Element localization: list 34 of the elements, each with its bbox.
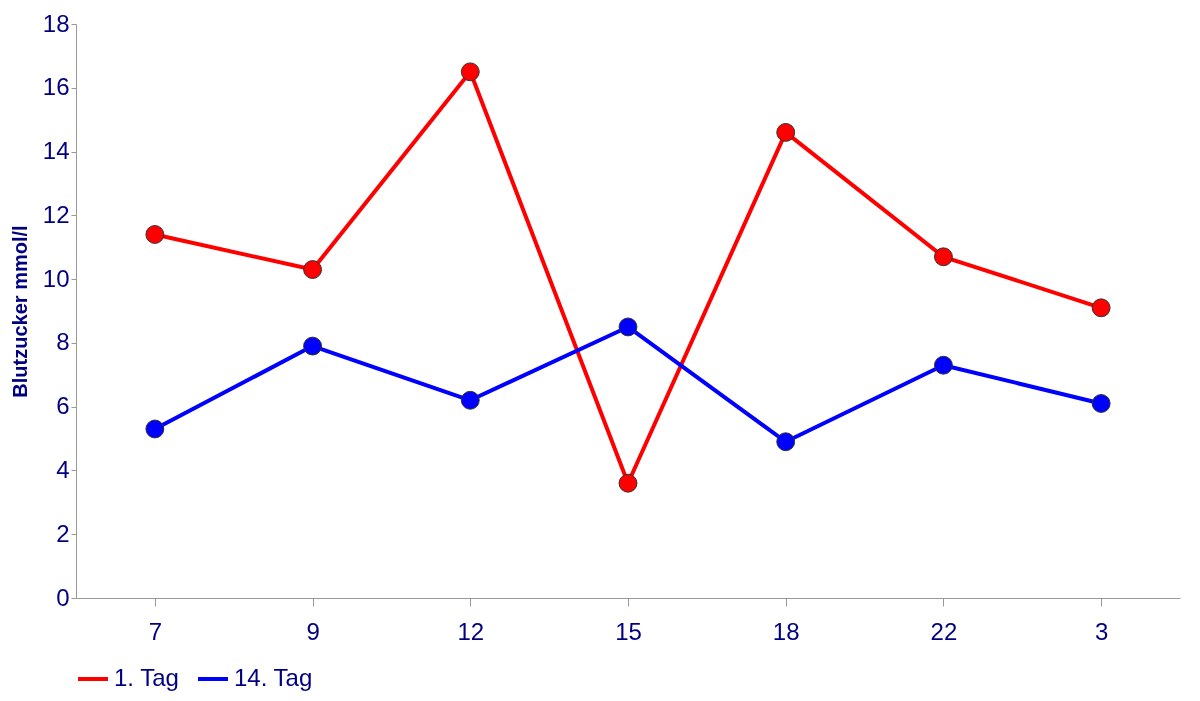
point <box>303 260 323 279</box>
y-tick-label: 4 <box>56 455 70 483</box>
x-tick-label: 12 <box>457 617 485 645</box>
point <box>145 419 165 439</box>
point <box>145 225 165 244</box>
point <box>933 247 953 267</box>
x-tick-label: 18 <box>772 617 800 645</box>
legend-label: 14. Tag <box>234 664 313 691</box>
point <box>618 473 638 493</box>
legend-label: 1. Tag <box>114 664 179 691</box>
point <box>776 123 796 142</box>
y-axis-title: Blutzucker mmol/l <box>8 225 31 398</box>
point <box>1091 298 1111 318</box>
y-tick-label: 14 <box>42 137 70 165</box>
x-tick-label: 3 <box>1094 617 1109 645</box>
y-tick-label: 0 <box>56 583 70 611</box>
y-tick-label: 18 <box>42 9 70 37</box>
y-tick-label: 6 <box>56 392 70 420</box>
x-tick-label: 22 <box>930 617 958 645</box>
x-tick-label: 15 <box>615 617 642 645</box>
point <box>460 390 480 410</box>
point <box>1091 394 1111 413</box>
point <box>776 432 796 452</box>
x-tick-label: 9 <box>306 617 320 645</box>
point <box>618 317 638 337</box>
x-tick-label: 7 <box>148 617 163 645</box>
y-tick-label: 10 <box>42 264 70 292</box>
y-tick-label: 12 <box>42 200 70 228</box>
point <box>303 336 323 356</box>
y-tick-label: 8 <box>56 328 70 356</box>
y-tick-label: 16 <box>42 73 70 101</box>
point <box>933 355 953 375</box>
point <box>460 62 480 82</box>
y-tick-label: 2 <box>56 519 70 547</box>
